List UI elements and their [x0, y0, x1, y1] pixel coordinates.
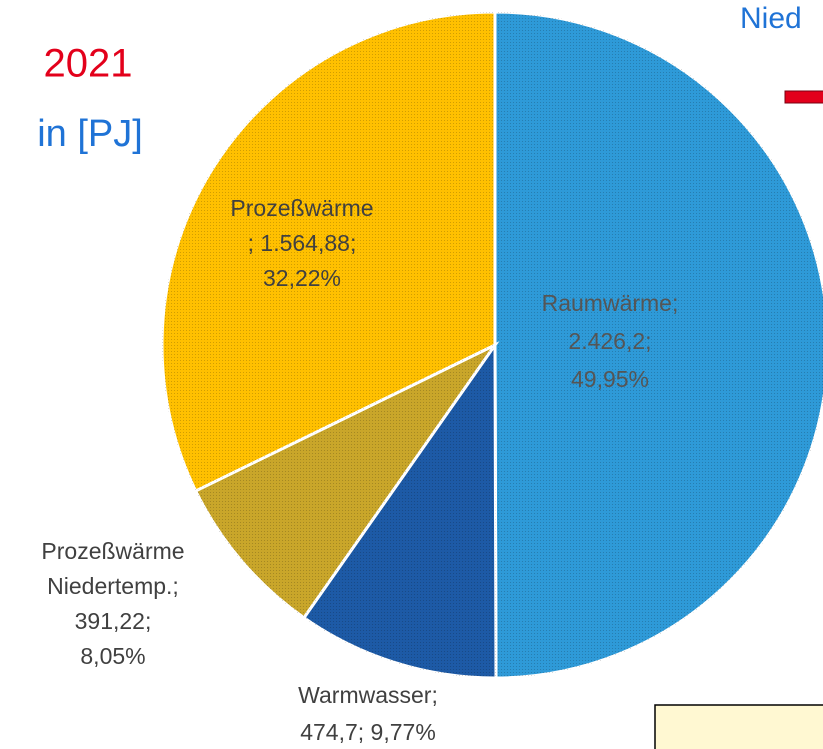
data-label: 32,22%: [263, 265, 341, 291]
data-label: Warmwasser;: [298, 682, 438, 708]
year: 2021: [44, 42, 133, 86]
slice: [493, 10, 823, 680]
data-label: Prozeßwärme: [41, 538, 184, 564]
data-label: 8,05%: [80, 643, 145, 669]
unit: in [PJ]: [37, 113, 143, 155]
data-label: 391,22;: [75, 608, 152, 634]
note-box: [654, 704, 823, 749]
data-label: 2.426,2;: [568, 328, 651, 354]
legend-marker: [784, 90, 823, 104]
pie: [160, 10, 823, 680]
data-label: 474,7; 9,77%: [300, 719, 436, 745]
data-label: Prozeßwärme: [230, 195, 373, 221]
legend-title: Nied: [740, 2, 802, 35]
data-label: Niedertemp.;: [47, 573, 179, 599]
data-label: ; 1.564,88;: [248, 230, 357, 256]
data-label: Raumwärme;: [542, 290, 679, 316]
data-label: 49,95%: [571, 366, 649, 392]
